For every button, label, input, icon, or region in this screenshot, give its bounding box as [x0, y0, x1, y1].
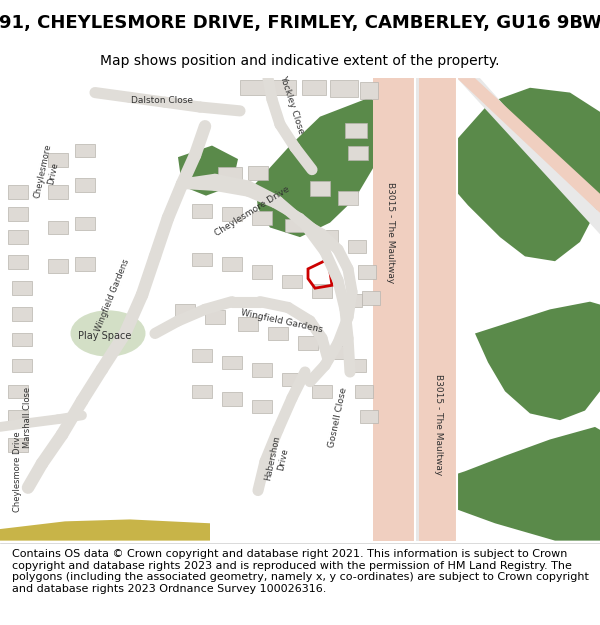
Bar [298, 336, 318, 350]
Text: Map shows position and indicative extent of the property.: Map shows position and indicative extent… [100, 54, 500, 68]
Bar [252, 265, 272, 279]
Bar [222, 208, 242, 221]
Text: Cheylesmore Drive: Cheylesmore Drive [213, 184, 291, 238]
Bar [345, 123, 367, 138]
Polygon shape [475, 302, 600, 420]
Bar [373, 78, 415, 541]
Bar [318, 231, 338, 244]
Text: Cheylesmore Drive: Cheylesmore Drive [13, 431, 23, 511]
Bar [312, 384, 332, 398]
Bar [12, 359, 32, 372]
Bar [282, 275, 302, 288]
Ellipse shape [71, 311, 146, 357]
Text: Wingfield Gardens: Wingfield Gardens [93, 258, 131, 332]
Bar [252, 211, 272, 224]
Bar [330, 80, 358, 98]
Bar [362, 291, 380, 304]
Bar [48, 185, 68, 199]
Bar [75, 217, 95, 231]
Text: Play Space: Play Space [79, 331, 131, 341]
Polygon shape [457, 78, 600, 213]
Text: Gosnell Close: Gosnell Close [327, 386, 349, 448]
Bar [360, 409, 378, 423]
Bar [8, 231, 28, 244]
Bar [8, 409, 28, 423]
Bar [342, 294, 362, 308]
Bar [205, 311, 225, 324]
Polygon shape [430, 427, 600, 541]
Polygon shape [435, 88, 600, 261]
Polygon shape [178, 146, 238, 196]
Bar [48, 259, 68, 272]
Bar [222, 392, 242, 406]
Bar [285, 219, 305, 232]
Bar [348, 146, 368, 160]
Bar [238, 317, 258, 331]
Text: Dalston Close: Dalston Close [131, 96, 193, 105]
Text: 91, CHEYLESMORE DRIVE, FRIMLEY, CAMBERLEY, GU16 9BW: 91, CHEYLESMORE DRIVE, FRIMLEY, CAMBERLE… [0, 14, 600, 32]
Polygon shape [255, 98, 380, 237]
Bar [175, 304, 195, 317]
Text: Contains OS data © Crown copyright and database right 2021. This information is : Contains OS data © Crown copyright and d… [12, 549, 589, 594]
Text: Wingfield Gardens: Wingfield Gardens [240, 308, 324, 334]
Bar [12, 332, 32, 346]
Bar [248, 166, 268, 180]
Bar [415, 78, 419, 541]
Bar [358, 265, 376, 279]
Bar [12, 281, 32, 295]
Bar [252, 363, 272, 377]
Bar [8, 208, 28, 221]
Bar [75, 258, 95, 271]
Bar [222, 356, 242, 369]
Bar [328, 346, 348, 359]
Bar [312, 284, 332, 298]
Text: Habershon
Drive: Habershon Drive [264, 434, 292, 483]
Bar [272, 80, 296, 96]
Bar [252, 400, 272, 414]
Bar [8, 384, 28, 398]
Bar [48, 153, 68, 167]
Bar [348, 359, 366, 372]
Text: B3015 - The Maultway: B3015 - The Maultway [386, 182, 395, 283]
Bar [192, 253, 212, 266]
Bar [8, 439, 28, 452]
Bar [75, 178, 95, 192]
Bar [282, 373, 302, 386]
Bar [240, 80, 268, 96]
Text: Marshall Close: Marshall Close [23, 387, 32, 448]
Bar [12, 308, 32, 321]
Bar [360, 82, 378, 99]
Bar [192, 349, 212, 362]
Bar [268, 327, 288, 340]
Bar [419, 78, 457, 541]
Bar [218, 167, 242, 182]
Bar [48, 221, 68, 234]
Text: B3015 - The Maultway: B3015 - The Maultway [433, 374, 443, 476]
Text: Cheylesmore
Drive: Cheylesmore Drive [33, 144, 63, 202]
Bar [192, 384, 212, 398]
Bar [302, 80, 326, 96]
Bar [75, 144, 95, 157]
Bar [8, 256, 28, 269]
Bar [355, 384, 373, 398]
Polygon shape [0, 519, 210, 541]
Bar [348, 240, 366, 254]
Bar [338, 191, 358, 205]
Text: Yockley Close: Yockley Close [278, 74, 306, 134]
Bar [222, 258, 242, 271]
Polygon shape [457, 78, 600, 234]
Bar [310, 181, 330, 196]
Bar [8, 185, 28, 199]
Bar [192, 204, 212, 218]
